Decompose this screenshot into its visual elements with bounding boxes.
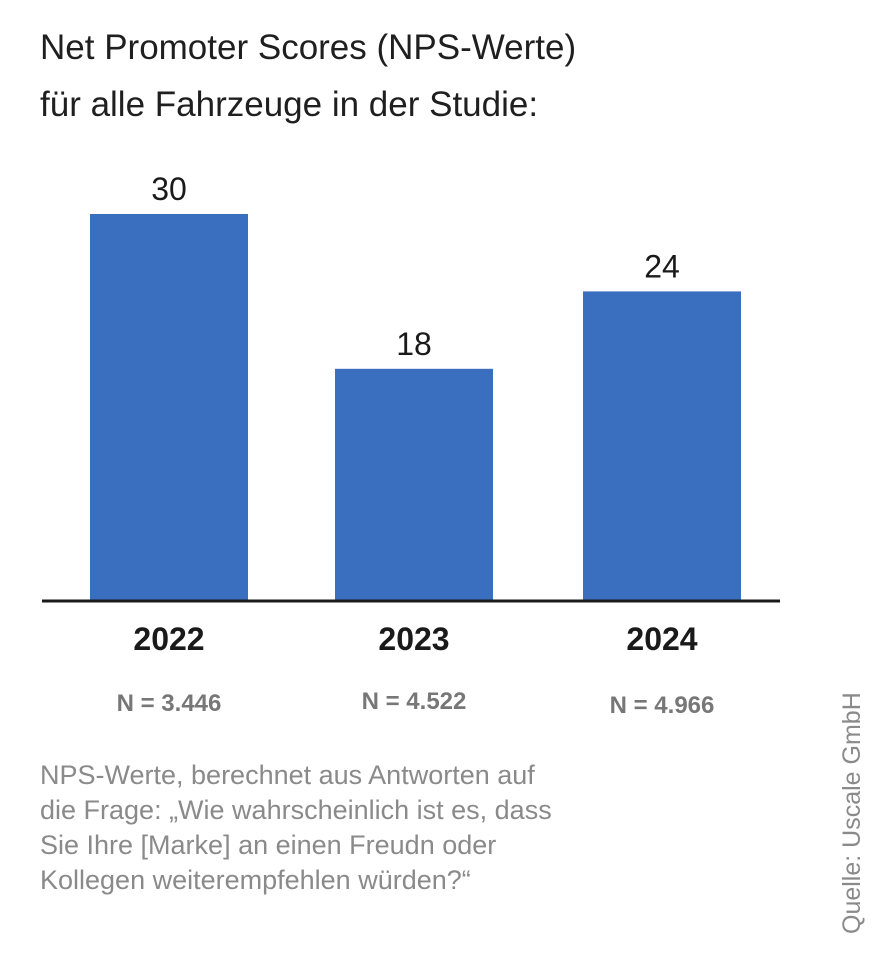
bar-2024 <box>583 291 741 601</box>
category-label-2022: 2022 <box>133 621 204 657</box>
footnote-line-1: NPS-Werte, berechnet aus Antworten auf <box>40 760 535 790</box>
sample-size-2024: N = 4.966 <box>610 692 715 719</box>
value-label-2024: 24 <box>644 248 680 284</box>
footnote: NPS-Werte, berechnet aus Antworten auf d… <box>40 758 680 898</box>
bar-chart: 30 2022 N = 3.446 18 2023 N = 4.522 24 2024 N = … <box>42 171 780 719</box>
sample-size-2023: N = 4.522 <box>362 688 467 715</box>
labels-group: 30 2022 N = 3.446 18 2023 N = 4.522 24 2024 N = … <box>117 171 715 719</box>
source-credit: Quelle: Uscale GmbH <box>838 692 866 934</box>
bar-2023 <box>335 368 493 601</box>
sample-size-2022: N = 3.446 <box>117 690 222 717</box>
category-label-2024: 2024 <box>626 621 697 657</box>
value-label-2022: 30 <box>151 171 187 207</box>
footnote-line-3: Sie Ihre [Marke] an einen Freudn oder <box>40 830 497 860</box>
bars-group <box>90 214 741 601</box>
footnote-line-2: die Frage: „Wie wahrscheinlich ist es, d… <box>40 795 552 825</box>
footnote-line-4: Kollegen weiterempfehlen würden?“ <box>40 865 471 895</box>
bar-2022 <box>90 214 248 601</box>
chart-title-line-1: Net Promoter Scores (NPS-Werte) <box>40 28 577 67</box>
value-label-2023: 18 <box>396 326 432 362</box>
chart-title-line-2: für alle Fahrzeuge in der Studie: <box>40 85 539 124</box>
category-label-2023: 2023 <box>378 621 449 657</box>
